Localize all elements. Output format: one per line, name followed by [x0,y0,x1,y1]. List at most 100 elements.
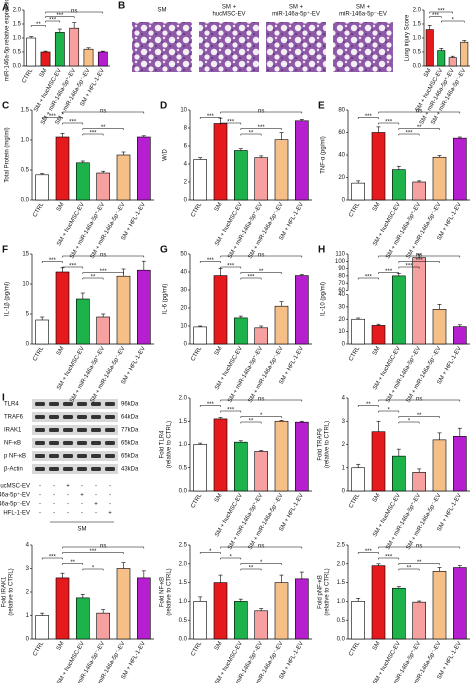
y-tick-label: 20 [338,175,345,181]
significance-label: *** [365,114,373,120]
x-tick-label: SM + miR-146a-5p⁺-EV [384,492,422,551]
bar [274,305,289,345]
blot-band [63,467,73,471]
panel-letter: B [118,1,125,12]
y-tick-label: 0.5 [179,618,188,624]
y-axis-label: IL-1β (pg/ml) [5,282,11,316]
y-axis-label: TNF-α (pg/ml) [321,136,327,173]
histology-image [266,22,326,72]
significance-bracket [62,546,145,549]
y-axis-label: Fold NF-κB(relative to CTRL) [159,568,172,615]
x-tick-label: SM [214,202,224,213]
y-tick-label: 4 [184,162,188,168]
x-tick-label: CTRL [190,640,203,657]
y-tick-label: 1.5 [179,580,188,586]
significance-bracket [45,20,61,23]
significance-label: ns [100,253,106,259]
y-tick-label: 80 [338,273,345,279]
significance-bracket [82,128,124,130]
y-tick-label: 1.0 [13,36,22,42]
bar [437,50,446,67]
y-tick-label: 0.5 [21,168,30,174]
protein-size: 43kDa [121,467,139,473]
significance-label: *** [49,555,57,561]
x-tick-label: SM [39,68,49,79]
y-tick-label: 2.0 [13,8,22,14]
treatment-sign: + [80,493,84,499]
significance-bracket [378,272,400,274]
treatment-sign: - [109,493,111,499]
blot-band [91,454,101,458]
treatment-sign: - [53,511,55,517]
significance-bracket [357,552,379,554]
treatment-sign: - [67,493,69,499]
bar [234,317,248,345]
bar [274,420,289,492]
significance-bracket [220,557,242,560]
bar [412,181,426,201]
bar [351,467,365,492]
significance-label: ** [366,402,371,408]
significance-label: ** [91,275,96,281]
y-axis-label: Fold TLR4(relative to CTRL) [159,421,172,468]
bar [254,610,268,640]
x-tick-label: SM + miR-146a-5p⁺-EV [226,345,264,404]
y-tick-label: 1.0 [337,599,346,605]
bar [371,565,386,640]
y-tick-label: 40 [180,270,187,276]
significance-label: *** [49,258,57,264]
y-tick-label: 20 [180,306,187,312]
bar [453,137,467,201]
y-tick-label: 15 [22,252,29,258]
blot-band [49,454,59,458]
significance-label: ns [258,109,264,115]
significance-bracket [199,552,221,554]
y-tick-label: 2.0 [179,561,188,567]
significance-bracket [62,255,145,258]
bar [55,136,70,201]
significance-bracket [240,568,262,571]
blot-band [91,428,101,432]
significance-label: ns [258,544,264,550]
blot-band [105,441,115,445]
bar [96,612,110,640]
y-tick-label: 0.0 [13,64,22,70]
bar [371,132,386,201]
bar [351,601,365,640]
y-tick-label: 4 [342,396,346,402]
significance-bracket [378,255,461,258]
significance-bracket [398,266,420,269]
bar [96,316,110,345]
y-tick-label: 2.0 [179,396,188,402]
significance-bracket [378,410,400,413]
blot-band [77,402,87,406]
bar [116,154,131,201]
y-tick-label: 0.0 [179,637,188,643]
x-tick-label: SM [214,493,224,504]
blot-band [105,402,115,406]
x-tick-label: CTRL [348,492,361,509]
significance-label: *** [56,13,64,19]
y-tick-label: 2 [342,442,346,448]
significance-label: * [92,566,95,572]
blot-band [35,415,45,419]
treatment-sign: - [53,484,55,490]
y-axis-label: Fold pNF-κB(relative to CTRL) [317,568,330,615]
significance-label: *** [247,275,255,281]
y-tick-label: 1.0 [179,442,188,448]
significance-bracket [220,255,303,258]
significance-label: *** [207,114,215,120]
bar [116,568,131,640]
significance-bracket [240,421,262,424]
bar [35,319,49,345]
y-tick-label: 0 [26,637,30,643]
y-axis-label: IL-10 (pg/ml) [321,282,327,316]
panel-letter: A [2,3,9,14]
significance-label: ** [249,131,254,137]
bar [97,51,108,67]
treatment-label: HFL-1-EV [3,511,30,517]
y-tick-label: 2.5 [337,543,346,549]
significance-bracket [378,557,400,560]
significance-label: ** [259,269,264,275]
